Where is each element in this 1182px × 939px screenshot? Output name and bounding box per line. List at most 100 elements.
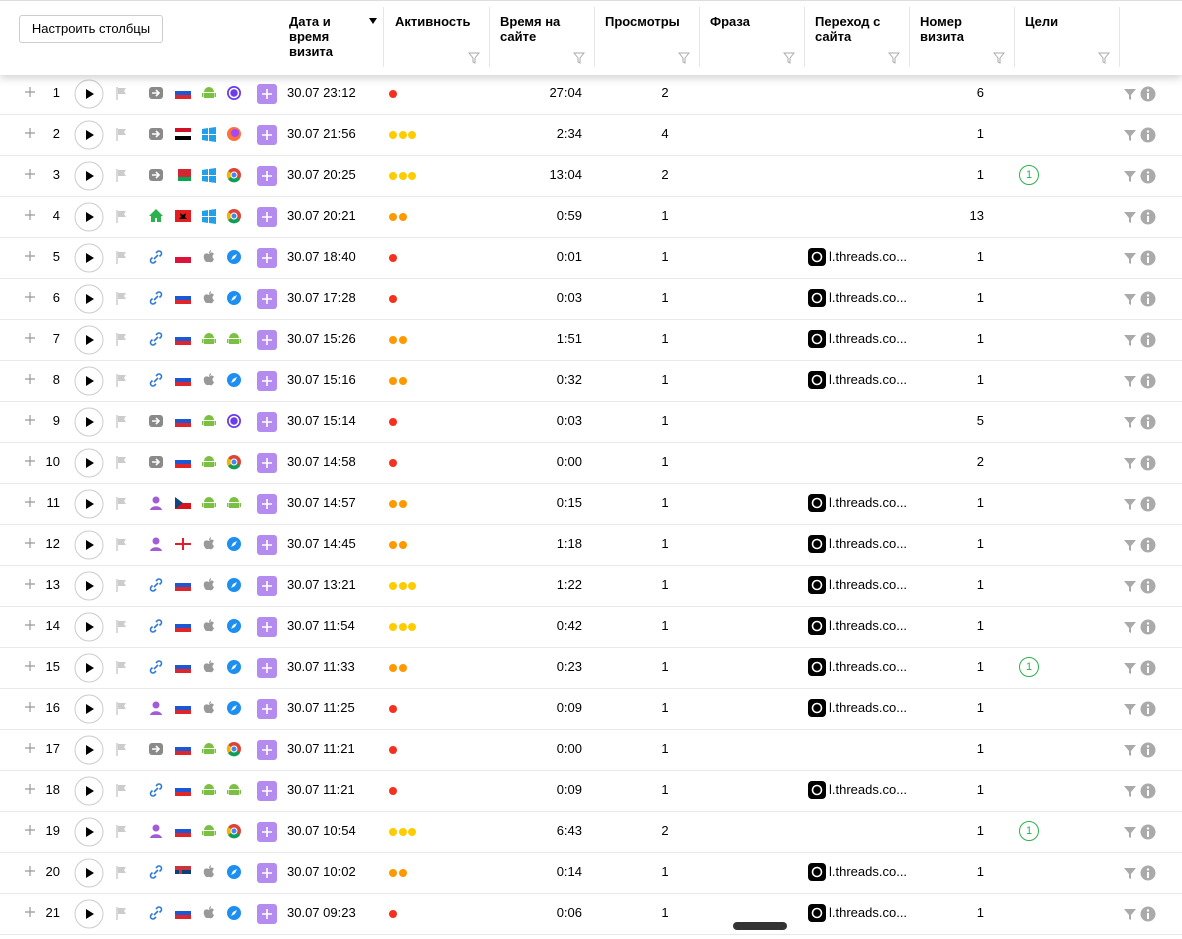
goals-badge[interactable]: 1 bbox=[1019, 821, 1039, 841]
bookmark-flag[interactable] bbox=[114, 824, 128, 838]
expand-icon[interactable] bbox=[24, 373, 36, 385]
row-filter-icon[interactable] bbox=[1123, 620, 1137, 634]
bookmark-flag[interactable] bbox=[114, 373, 128, 387]
info-icon[interactable] bbox=[1140, 701, 1156, 717]
expand-icon[interactable] bbox=[24, 291, 36, 303]
play-button[interactable] bbox=[74, 653, 104, 683]
info-icon[interactable] bbox=[1140, 168, 1156, 184]
bookmark-flag[interactable] bbox=[114, 455, 128, 469]
filter-icon[interactable] bbox=[888, 52, 900, 64]
play-button[interactable] bbox=[74, 858, 104, 888]
row-filter-icon[interactable] bbox=[1123, 251, 1137, 265]
filter-icon[interactable] bbox=[993, 52, 1005, 64]
filter-icon[interactable] bbox=[783, 52, 795, 64]
info-icon[interactable] bbox=[1140, 332, 1156, 348]
expand-icon[interactable] bbox=[24, 455, 36, 467]
configure-columns-button[interactable]: Настроить столбцы bbox=[19, 15, 163, 43]
bookmark-flag[interactable] bbox=[114, 291, 128, 305]
expand-icon[interactable] bbox=[24, 742, 36, 754]
bookmark-flag[interactable] bbox=[114, 578, 128, 592]
play-button[interactable] bbox=[74, 202, 104, 232]
expand-icon[interactable] bbox=[24, 906, 36, 918]
row-filter-icon[interactable] bbox=[1123, 456, 1137, 470]
info-icon[interactable] bbox=[1140, 127, 1156, 143]
row-filter-icon[interactable] bbox=[1123, 497, 1137, 511]
add-button[interactable] bbox=[257, 699, 277, 719]
play-button[interactable] bbox=[74, 325, 104, 355]
play-button[interactable] bbox=[74, 612, 104, 642]
add-button[interactable] bbox=[257, 863, 277, 883]
row-filter-icon[interactable] bbox=[1123, 661, 1137, 675]
filter-icon[interactable] bbox=[1098, 52, 1110, 64]
add-button[interactable] bbox=[257, 371, 277, 391]
info-icon[interactable] bbox=[1140, 660, 1156, 676]
info-icon[interactable] bbox=[1140, 742, 1156, 758]
expand-icon[interactable] bbox=[24, 865, 36, 877]
info-icon[interactable] bbox=[1140, 455, 1156, 471]
info-icon[interactable] bbox=[1140, 209, 1156, 225]
bookmark-flag[interactable] bbox=[114, 660, 128, 674]
expand-icon[interactable] bbox=[24, 783, 36, 795]
row-filter-icon[interactable] bbox=[1123, 169, 1137, 183]
expand-icon[interactable] bbox=[24, 660, 36, 672]
row-filter-icon[interactable] bbox=[1123, 333, 1137, 347]
add-button[interactable] bbox=[257, 658, 277, 678]
add-button[interactable] bbox=[257, 453, 277, 473]
expand-icon[interactable] bbox=[24, 824, 36, 836]
play-button[interactable] bbox=[74, 694, 104, 724]
add-button[interactable] bbox=[257, 412, 277, 432]
expand-icon[interactable] bbox=[24, 209, 36, 221]
row-filter-icon[interactable] bbox=[1123, 292, 1137, 306]
expand-icon[interactable] bbox=[24, 701, 36, 713]
bookmark-flag[interactable] bbox=[114, 742, 128, 756]
add-button[interactable] bbox=[257, 535, 277, 555]
row-filter-icon[interactable] bbox=[1123, 374, 1137, 388]
row-filter-icon[interactable] bbox=[1123, 907, 1137, 921]
row-filter-icon[interactable] bbox=[1123, 702, 1137, 716]
bookmark-flag[interactable] bbox=[114, 209, 128, 223]
expand-icon[interactable] bbox=[24, 619, 36, 631]
play-button[interactable] bbox=[74, 120, 104, 150]
play-button[interactable] bbox=[74, 366, 104, 396]
add-button[interactable] bbox=[257, 617, 277, 637]
expand-icon[interactable] bbox=[24, 168, 36, 180]
add-button[interactable] bbox=[257, 904, 277, 924]
play-button[interactable] bbox=[74, 79, 104, 109]
bookmark-flag[interactable] bbox=[114, 783, 128, 797]
play-button[interactable] bbox=[74, 489, 104, 519]
play-button[interactable] bbox=[74, 243, 104, 273]
add-button[interactable] bbox=[257, 822, 277, 842]
info-icon[interactable] bbox=[1140, 86, 1156, 102]
add-button[interactable] bbox=[257, 84, 277, 104]
play-button[interactable] bbox=[74, 284, 104, 314]
row-filter-icon[interactable] bbox=[1123, 866, 1137, 880]
info-icon[interactable] bbox=[1140, 250, 1156, 266]
play-button[interactable] bbox=[74, 899, 104, 929]
play-button[interactable] bbox=[74, 407, 104, 437]
bookmark-flag[interactable] bbox=[114, 86, 128, 100]
expand-icon[interactable] bbox=[24, 578, 36, 590]
bookmark-flag[interactable] bbox=[114, 701, 128, 715]
info-icon[interactable] bbox=[1140, 619, 1156, 635]
row-filter-icon[interactable] bbox=[1123, 415, 1137, 429]
play-button[interactable] bbox=[74, 735, 104, 765]
info-icon[interactable] bbox=[1140, 291, 1156, 307]
expand-icon[interactable] bbox=[24, 496, 36, 508]
add-button[interactable] bbox=[257, 207, 277, 227]
play-button[interactable] bbox=[74, 817, 104, 847]
add-button[interactable] bbox=[257, 248, 277, 268]
info-icon[interactable] bbox=[1140, 373, 1156, 389]
play-button[interactable] bbox=[74, 776, 104, 806]
bookmark-flag[interactable] bbox=[114, 537, 128, 551]
row-filter-icon[interactable] bbox=[1123, 87, 1137, 101]
bookmark-flag[interactable] bbox=[114, 168, 128, 182]
info-icon[interactable] bbox=[1140, 578, 1156, 594]
expand-icon[interactable] bbox=[24, 332, 36, 344]
row-filter-icon[interactable] bbox=[1123, 784, 1137, 798]
filter-icon[interactable] bbox=[678, 52, 690, 64]
row-filter-icon[interactable] bbox=[1123, 743, 1137, 757]
info-icon[interactable] bbox=[1140, 496, 1156, 512]
add-button[interactable] bbox=[257, 494, 277, 514]
info-icon[interactable] bbox=[1140, 537, 1156, 553]
expand-icon[interactable] bbox=[24, 537, 36, 549]
